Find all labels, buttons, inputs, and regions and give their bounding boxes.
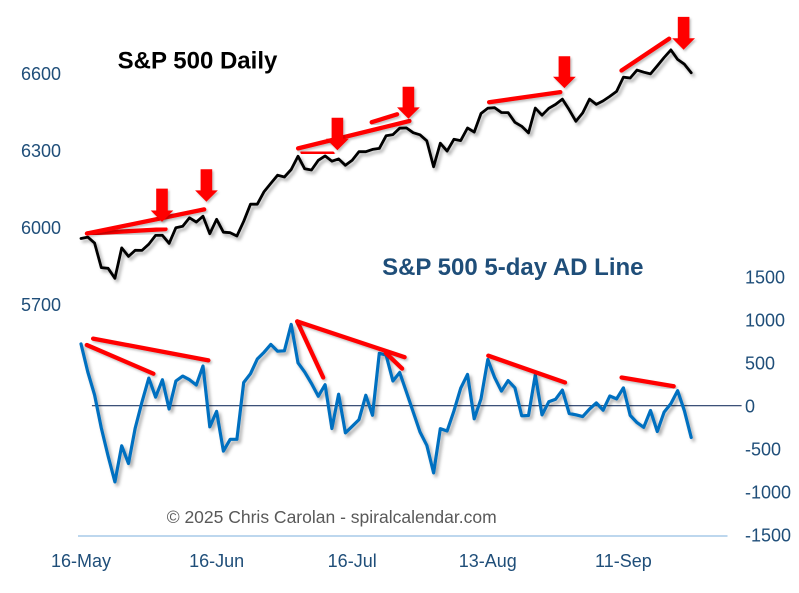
svg-text:-1500: -1500 bbox=[745, 525, 791, 545]
svg-text:5700: 5700 bbox=[21, 295, 61, 315]
svg-text:6000: 6000 bbox=[21, 218, 61, 238]
svg-text:13-Aug: 13-Aug bbox=[459, 551, 517, 571]
svg-text:16-Jul: 16-Jul bbox=[328, 551, 377, 571]
svg-text:16-Jun: 16-Jun bbox=[189, 551, 244, 571]
svg-text:S&P 500 5-day AD Line: S&P 500 5-day AD Line bbox=[382, 254, 643, 281]
svg-text:-1000: -1000 bbox=[745, 482, 791, 502]
svg-text:6300: 6300 bbox=[21, 141, 61, 161]
svg-text:1000: 1000 bbox=[745, 310, 785, 330]
svg-text:© 2025 Chris Carolan - spiralc: © 2025 Chris Carolan - spiralcalendar.co… bbox=[167, 507, 497, 527]
svg-text:6600: 6600 bbox=[21, 64, 61, 84]
svg-text:1500: 1500 bbox=[745, 267, 785, 287]
svg-text:500: 500 bbox=[745, 353, 775, 373]
svg-text:11-Sep: 11-Sep bbox=[595, 551, 652, 571]
svg-text:0: 0 bbox=[745, 396, 755, 416]
svg-text:-500: -500 bbox=[745, 439, 781, 459]
svg-text:16-May: 16-May bbox=[51, 551, 111, 571]
svg-text:S&P 500 Daily: S&P 500 Daily bbox=[118, 47, 278, 74]
